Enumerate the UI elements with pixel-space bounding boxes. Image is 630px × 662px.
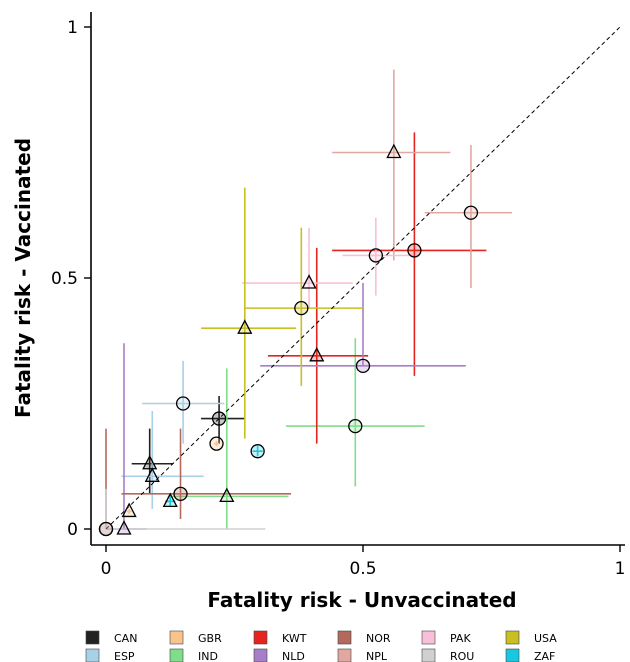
legend-swatch-esp	[85, 648, 100, 662]
legend-label-npl: NPL	[366, 650, 388, 662]
circle-point-can	[211, 411, 227, 426]
x-axis-ticks: 0 0.5 1	[101, 545, 626, 579]
legend-label-nld: NLD	[282, 650, 305, 662]
triangle-point-npl	[386, 143, 402, 159]
circle-point-kwt	[407, 243, 422, 258]
y-tick-label: 0.5	[51, 269, 78, 289]
triangle-point-nld	[116, 520, 132, 535]
legend-swatch-rou	[421, 648, 436, 662]
x-tick-label: 0	[101, 559, 112, 579]
legend-label-pak: PAK	[450, 632, 471, 645]
data-markers	[98, 143, 479, 537]
legend-label-usa: USA	[534, 632, 557, 645]
y-axis-ticks: 00.51	[51, 18, 91, 540]
legend-swatch-kwt	[253, 630, 268, 645]
identity-reference-line	[105, 26, 621, 530]
triangle-point-pak	[301, 274, 317, 289]
legend-swatch-zaf	[505, 648, 520, 662]
triangle-point-usa	[237, 319, 253, 334]
legend-swatch-can	[85, 630, 100, 645]
y-tick-label: 1	[67, 18, 78, 38]
circle-point-gbr	[209, 436, 224, 451]
legend-swatch-pak	[421, 630, 436, 645]
legend: CAN ESP GBR IND KWT NLD NOR NPL PAK ROU USA ZAF	[85, 630, 557, 662]
triangle-point-ind	[219, 487, 235, 503]
x-axis-title: Fatality risk - Unvaccinated	[207, 588, 516, 612]
triangle-point-esp	[144, 467, 160, 482]
circle-point-zaf	[250, 444, 265, 459]
x-tick-label: 1	[615, 559, 626, 579]
legend-label-ind: IND	[198, 650, 218, 662]
legend-label-can: CAN	[114, 632, 137, 645]
x-tick-label: 0.5	[349, 559, 376, 579]
legend-label-zaf: ZAF	[534, 650, 555, 662]
circle-point-esp	[175, 396, 191, 411]
circle-point-rou	[98, 521, 114, 537]
triangle-point-kwt	[309, 346, 325, 362]
legend-swatch-gbr	[169, 630, 184, 645]
legend-swatch-usa	[505, 630, 520, 645]
y-axis-title: Fatality risk - Vaccinated	[11, 138, 35, 418]
triangle-point-zaf	[162, 492, 178, 508]
triangle-point-gbr	[121, 502, 137, 518]
y-tick-label: 0	[67, 520, 78, 540]
circle-point-pak	[368, 248, 384, 263]
circle-point-nld	[355, 358, 371, 374]
legend-label-nor: NOR	[366, 632, 391, 645]
error-bars	[105, 69, 513, 530]
axes: 0 0.5 1 00.51	[51, 12, 625, 579]
legend-label-rou: ROU	[450, 650, 474, 662]
triangle-point-can	[142, 454, 158, 470]
legend-swatch-nor	[337, 630, 352, 645]
legend-swatch-ind	[169, 648, 184, 662]
legend-swatch-nld	[253, 648, 268, 662]
legend-label-esp: ESP	[114, 650, 135, 662]
circle-point-usa	[294, 300, 309, 316]
legend-label-kwt: KWT	[282, 632, 307, 645]
circle-point-ind	[348, 418, 363, 434]
legend-swatch-npl	[337, 648, 352, 662]
circle-point-npl	[463, 205, 479, 220]
legend-label-gbr: GBR	[198, 632, 222, 645]
circle-point-nor	[173, 486, 188, 502]
